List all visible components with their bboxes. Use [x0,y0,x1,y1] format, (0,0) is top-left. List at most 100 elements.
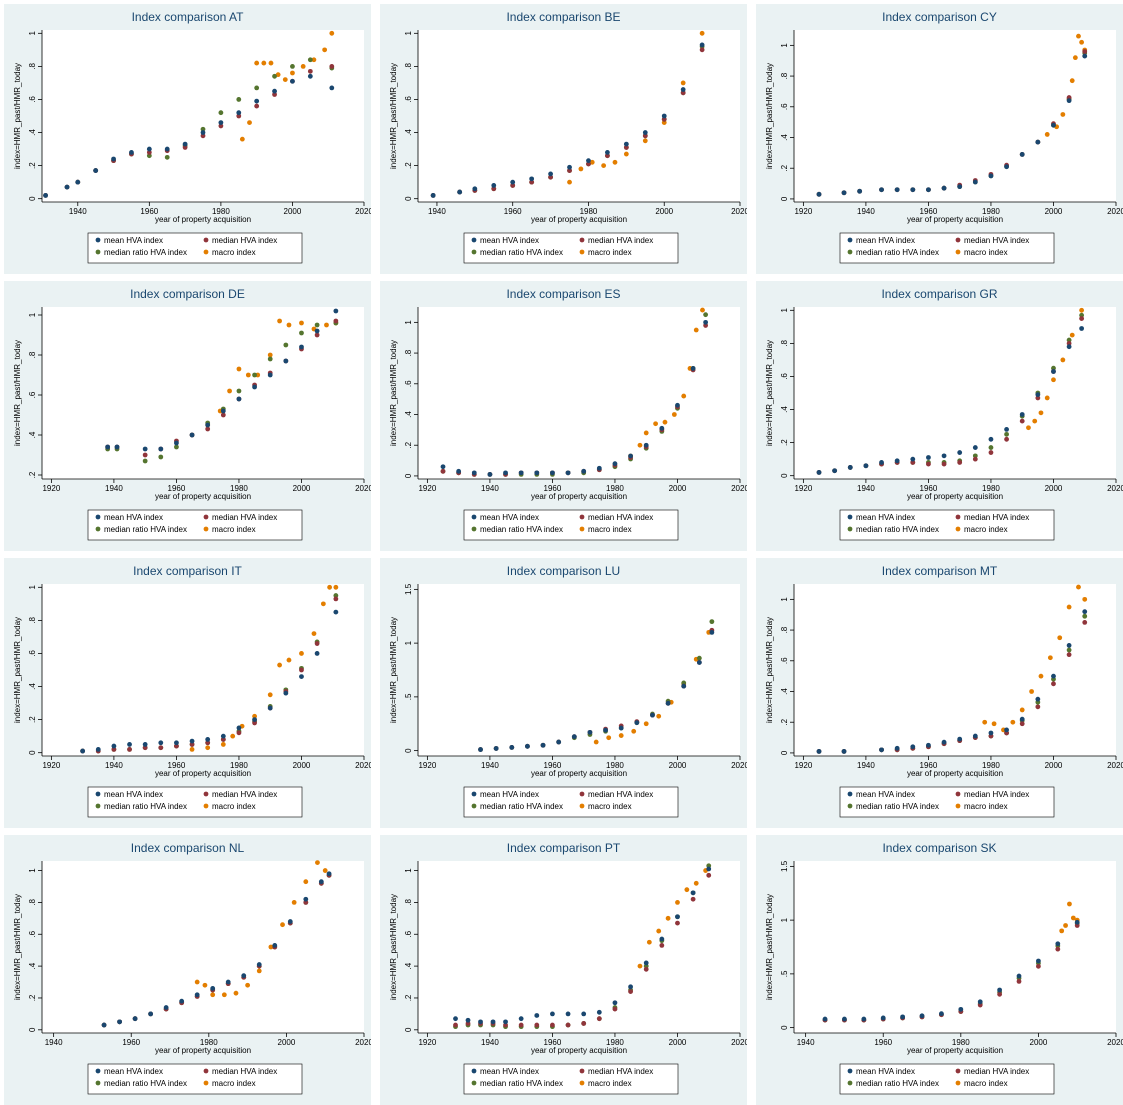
legend-label: macro index [964,1079,1008,1088]
x-tick-label: 2020 [1107,484,1123,493]
data-point [333,609,339,615]
chart-svg: Index comparison NL 0 .2 .4 .6 .8 1 index=HMR_p… [13,841,371,1095]
data-point [322,868,328,873]
legend-box [87,509,303,541]
legend-marker [579,526,585,532]
x-tick-label: 2020 [355,484,371,493]
data-point [471,470,477,476]
data-point [254,98,260,104]
x-tick-label: 2000 [655,207,673,216]
y-tick-label: .6 [404,380,413,387]
y-axis-label: index=HMR_past/HMR_today [389,894,398,1000]
data-point [282,77,288,83]
data-point [329,30,335,36]
data-point [1004,164,1009,170]
data-point [111,156,116,162]
data-point [642,130,648,135]
y-tick-label: .2 [28,471,37,478]
data-point [299,320,304,326]
x-tick-label: 1960 [122,1038,140,1047]
data-point [589,159,595,165]
x-tick-label: 2000 [669,761,687,770]
data-point [324,322,329,328]
data-point [894,458,900,464]
legend-label: mean HVA index [104,236,163,245]
data-point [1019,412,1025,417]
legend-marker [95,1068,101,1074]
x-tick-label: 1980 [982,761,1000,770]
data-point [690,896,696,902]
data-point [503,470,508,476]
data-point [565,470,571,476]
data-point [1035,704,1041,710]
data-point [665,915,671,921]
data-point [680,87,686,92]
legend-marker [579,791,585,797]
y-tick-label: .8 [28,351,37,358]
plot-area [794,307,1116,479]
plot-area [418,861,740,1033]
legend-marker [203,237,209,243]
data-point [307,57,313,63]
data-point [693,327,699,333]
data-point [164,146,170,152]
data-point [329,85,335,91]
y-tick-label: .6 [28,391,37,398]
data-point [1082,49,1088,54]
data-point [972,733,978,739]
legend-marker [471,249,477,255]
data-point [1035,392,1041,398]
data-point [256,962,262,967]
data-point [158,745,164,751]
data-point [628,984,633,990]
legend-marker [203,1068,209,1074]
y-tick-label: .8 [404,62,413,69]
data-point [299,651,304,656]
chart-svg: Index comparison MT 0 .2 .4 .6 .8 1 index=HMR_p… [765,564,1123,818]
data-point [1036,963,1041,969]
y-axis-label: index=HMR_past/HMR_today [765,617,774,723]
legend-marker [471,1068,477,1074]
legend-label: macro index [588,802,632,811]
data-point [618,725,624,731]
data-point [311,57,317,63]
legend-label: macro index [964,525,1008,534]
x-tick-label: 1960 [920,484,938,493]
data-point [910,744,916,750]
data-point [675,900,680,905]
x-tick-label: 1980 [200,1038,218,1047]
data-point [661,113,667,119]
data-point [205,740,211,746]
legend-marker [471,514,477,520]
data-point [693,880,699,886]
data-point [593,739,599,745]
data-point [596,1009,602,1015]
data-point [842,1016,847,1022]
data-point [656,928,662,934]
legend-marker [847,237,853,243]
data-point [290,78,295,84]
legend-label: median ratio HVA index [480,1079,563,1088]
data-point [272,73,277,79]
legend-box [839,232,1055,264]
data-point [596,465,602,471]
legend-marker [203,249,209,255]
data-point [988,450,994,455]
data-point [603,727,608,733]
data-point [919,1013,925,1019]
data-point [322,47,328,53]
data-point [268,60,274,66]
x-tick-label: 1980 [580,207,598,216]
legend-label: median HVA index [588,790,653,799]
data-point [327,584,333,590]
y-tick-label: 1 [780,43,789,48]
y-tick-label: .2 [780,718,789,725]
chart-panel: Index comparison LU 0 .5 1 1.5 index=HMR_past… [380,558,747,828]
y-tick-label: .2 [780,164,789,171]
data-point [254,85,260,91]
x-axis-label: year of property acquisition [907,1046,1003,1055]
data-point [529,179,535,185]
data-point [857,188,863,194]
data-point [453,1022,458,1028]
data-point [941,453,947,459]
